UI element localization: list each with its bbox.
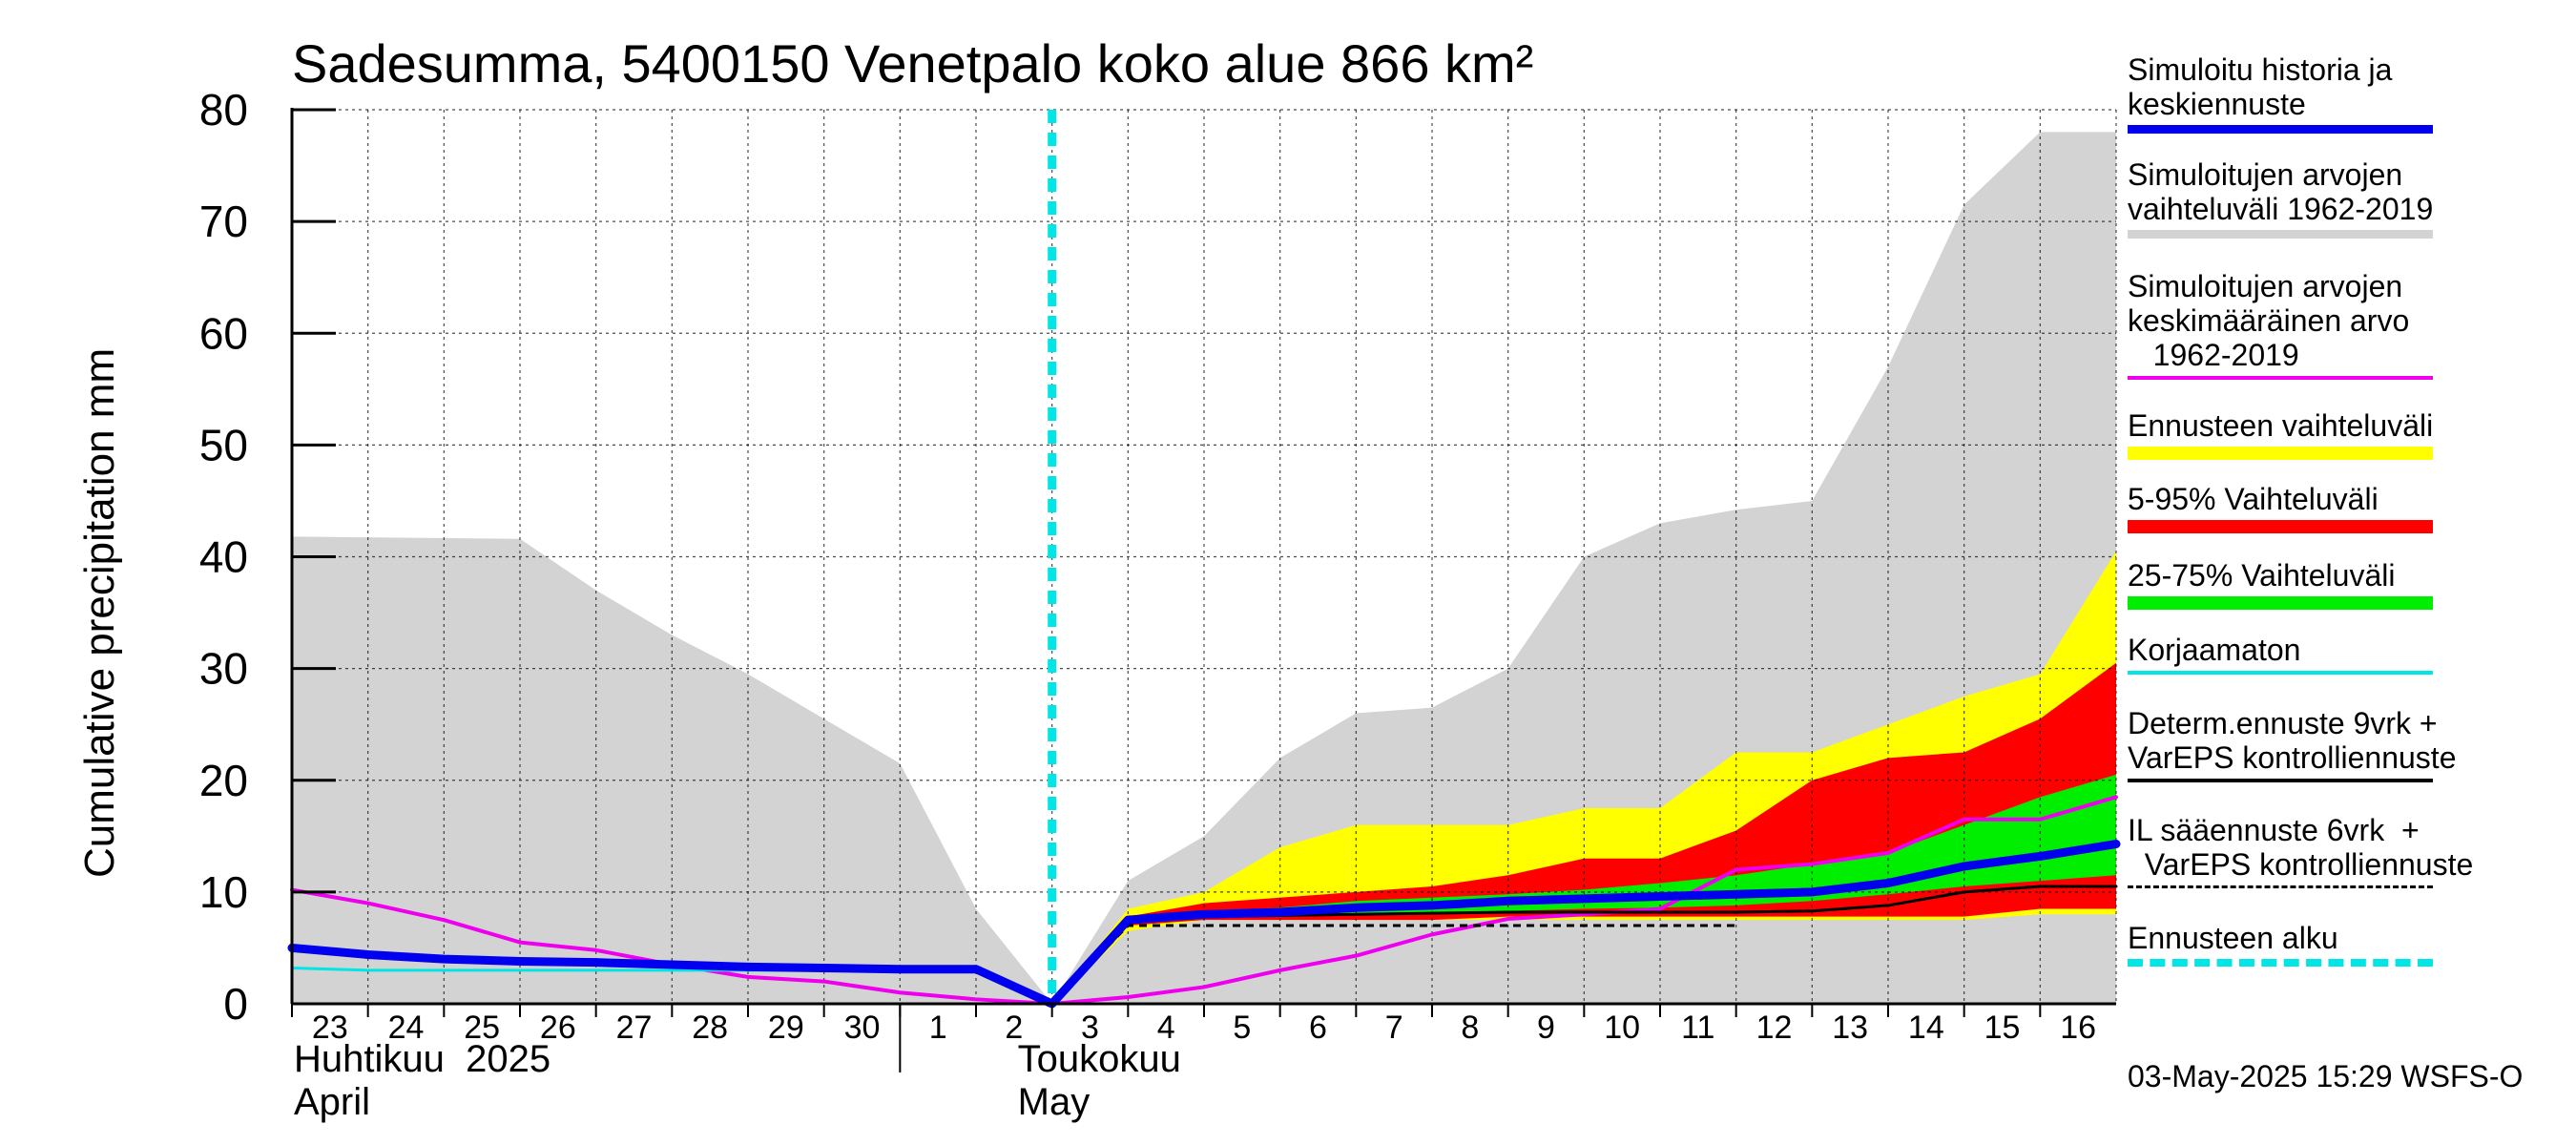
x-tick-label: 1 <box>929 1010 947 1046</box>
legend-item: Korjaamaton <box>2128 633 2433 675</box>
x-tick-label: 5 <box>1233 1010 1251 1046</box>
x-tick-label: 30 <box>844 1010 881 1046</box>
x-tick-label: 29 <box>768 1010 804 1046</box>
legend-swatch <box>2128 520 2433 533</box>
legend-swatch <box>2128 779 2433 782</box>
y-tick-label: 20 <box>199 756 248 805</box>
legend-label: Korjaamaton <box>2128 633 2301 667</box>
band-5-95-vaihteluv-li <box>1051 662 2116 1004</box>
y-tick-label: 80 <box>199 85 248 135</box>
y-tick-label: 70 <box>199 197 248 246</box>
x-tick-label: 16 <box>2060 1010 2096 1046</box>
series-line-il-s-ennuste-6vrk-vareps-kontrolliennuste <box>1050 924 1736 1006</box>
legend-item: Ennusteen alku <box>2128 921 2433 967</box>
legend-label: Simuloitujen arvojen keskimääräinen arvo… <box>2128 269 2410 372</box>
month-label: Huhtikuu 2025 April <box>294 1038 551 1123</box>
legend-item: IL sääennuste 6vrk + VarEPS kontrollienn… <box>2128 813 2473 888</box>
timestamp: 03-May-2025 15:29 WSFS-O <box>2128 1059 2524 1093</box>
x-tick-label: 27 <box>616 1010 653 1046</box>
y-tick-label: 10 <box>199 867 248 917</box>
x-tick-label: 24 <box>388 1010 425 1046</box>
x-tick-label: 13 <box>1832 1010 1868 1046</box>
legend-item: Determ.ennuste 9vrk + VarEPS kontrollien… <box>2128 706 2456 782</box>
legend-label: 5-95% Vaihteluväli <box>2128 482 2379 516</box>
x-tick-label: 4 <box>1157 1010 1175 1046</box>
x-tick-label: 7 <box>1385 1010 1403 1046</box>
chart-title: Sadesumma, 5400150 Venetpalo koko alue 8… <box>292 33 1534 94</box>
legend-swatch <box>2128 447 2433 460</box>
y-tick-label: 30 <box>199 644 248 694</box>
x-tick-label: 23 <box>312 1010 348 1046</box>
y-tick-label: 40 <box>199 532 248 582</box>
y-tick-label: 0 <box>223 979 248 1029</box>
legend-label: Ennusteen alku <box>2128 921 2338 955</box>
y-tick-label: 50 <box>199 420 248 469</box>
x-tick-label: 28 <box>692 1010 728 1046</box>
legend-label: Simuloitujen arvojen vaihteluväli 1962-2… <box>2128 157 2434 226</box>
x-tick-label: 14 <box>1908 1010 1944 1046</box>
legend-item: 5-95% Vaihteluväli <box>2128 482 2433 533</box>
x-tick-label: 9 <box>1537 1010 1555 1046</box>
legend-swatch <box>2128 596 2433 610</box>
legend-label: Ennusteen vaihteluväli <box>2128 408 2434 443</box>
series-line-simuloitujen-arvojen-keskim-r-inen-arvo-1962-2019 <box>290 795 2118 1006</box>
x-tick-label: 2 <box>1005 1010 1023 1046</box>
x-tick-label: 11 <box>1681 1010 1714 1046</box>
legend-item: 25-75% Vaihteluväli <box>2128 558 2433 610</box>
legend-label: IL sääennuste 6vrk + VarEPS kontrollienn… <box>2128 813 2474 882</box>
x-tick-label: 3 <box>1081 1010 1099 1046</box>
legend-label: Determ.ennuste 9vrk + VarEPS kontrollien… <box>2128 706 2457 775</box>
x-tick-label: 8 <box>1461 1010 1479 1046</box>
legend-swatch <box>2128 959 2433 967</box>
legend-swatch <box>2128 230 2433 239</box>
month-label: Toukokuu May <box>1017 1038 1181 1123</box>
legend-label: 25-75% Vaihteluväli <box>2128 558 2396 593</box>
series-line-simuloitu-historia-ja-keskiennuste <box>287 840 2121 1009</box>
x-tick-label: 12 <box>1756 1010 1793 1046</box>
band-25-75-vaihteluv-li <box>1051 774 2116 1004</box>
legend-swatch <box>2128 125 2433 134</box>
y-tick-label: 60 <box>199 308 248 358</box>
x-tick-label: 15 <box>1984 1010 2021 1046</box>
legend-item: Simuloitujen arvojen keskimääräinen arvo… <box>2128 269 2433 380</box>
legend-item: Simuloitu historia ja keskiennuste <box>2128 52 2433 134</box>
x-tick-label: 6 <box>1309 1010 1327 1046</box>
legend-swatch <box>2128 376 2433 380</box>
x-tick-label: 26 <box>540 1010 576 1046</box>
legend-swatch <box>2128 885 2433 888</box>
legend-item: Simuloitujen arvojen vaihteluväli 1962-2… <box>2128 157 2433 239</box>
x-tick-label: 25 <box>464 1010 500 1046</box>
legend-item: Ennusteen vaihteluväli <box>2128 408 2433 460</box>
legend-label: Simuloitu historia ja keskiennuste <box>2128 52 2393 121</box>
x-tick-label: 10 <box>1604 1010 1640 1046</box>
legend-swatch <box>2128 671 2433 675</box>
